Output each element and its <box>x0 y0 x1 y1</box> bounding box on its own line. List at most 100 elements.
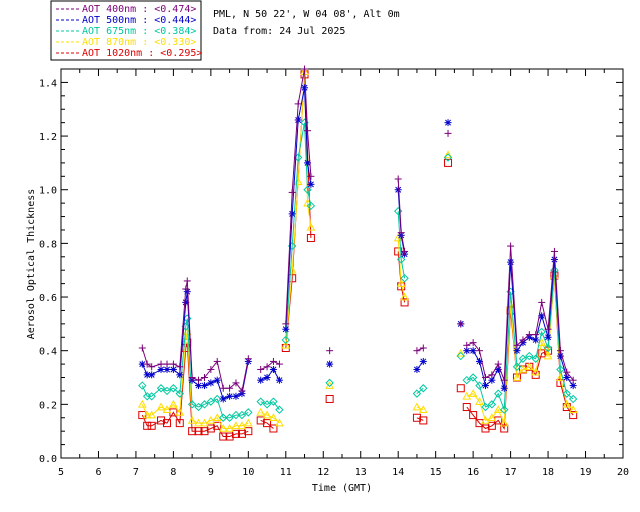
data-point <box>182 285 190 293</box>
data-point <box>563 368 571 376</box>
data-point <box>518 364 528 373</box>
x-tick-label: 7 <box>133 467 139 478</box>
data-point <box>469 339 477 347</box>
x-tick-label: 16 <box>467 467 479 478</box>
data-point <box>207 379 215 387</box>
data-point <box>269 413 278 422</box>
data-point <box>275 360 283 368</box>
data-point <box>444 129 452 137</box>
data-point <box>325 378 334 388</box>
data-point <box>219 384 227 392</box>
data-point <box>282 320 290 328</box>
data-point <box>481 374 489 382</box>
axis-ticks: 5 6 7 8 9 10 11 12 13 14 15 16 17 18 19 20 0.0 0.2 0.4 0.6 0… <box>39 68 629 478</box>
data-point <box>237 410 247 420</box>
series <box>138 118 578 422</box>
y-tick-label: 1.2 <box>39 132 57 143</box>
data-point <box>257 376 265 384</box>
series-line <box>260 368 280 381</box>
data-point <box>142 410 152 419</box>
data-point <box>157 416 166 425</box>
data-point <box>137 399 147 408</box>
data-point <box>481 402 490 412</box>
data-point <box>401 247 409 255</box>
data-point <box>143 421 152 430</box>
plot-frame <box>60 68 624 459</box>
x-tick-label: 13 <box>355 467 367 478</box>
data-point <box>463 341 471 349</box>
series-line <box>260 401 280 411</box>
data-point <box>481 424 490 433</box>
data-point <box>569 411 578 420</box>
data-point <box>219 413 228 422</box>
series-line <box>260 360 280 370</box>
data-point <box>568 394 578 404</box>
data-point <box>275 376 283 384</box>
data-point <box>169 399 178 408</box>
data-point <box>537 338 547 346</box>
series-line <box>285 71 312 346</box>
series-line <box>260 419 274 429</box>
data-point <box>444 158 453 167</box>
x-tick-label: 19 <box>580 467 592 478</box>
data-point <box>213 376 221 384</box>
x-tick-label: 8 <box>170 467 176 478</box>
legend-entry: AOT 500nm : <0.444> <box>82 15 196 26</box>
data-point <box>294 116 302 124</box>
data-point <box>262 400 272 409</box>
data-point <box>476 347 484 355</box>
data-point <box>487 400 497 409</box>
data-point <box>412 389 422 398</box>
data-point <box>213 394 222 404</box>
data-point <box>288 210 296 218</box>
data-point <box>507 242 515 250</box>
data-point <box>457 320 465 328</box>
data-point <box>307 180 315 188</box>
date-line: Data from: 24 Jul 2025 <box>213 26 345 37</box>
data-point <box>400 298 409 307</box>
data-point <box>556 347 564 355</box>
data-point <box>237 429 246 438</box>
data-point <box>512 372 522 381</box>
data-point <box>147 392 156 401</box>
data-point <box>225 423 234 432</box>
data-point <box>231 429 240 438</box>
data-point <box>306 222 316 231</box>
data-point <box>544 325 552 333</box>
data-point <box>456 351 465 361</box>
y-tick-label: 0.4 <box>39 347 57 358</box>
data-point <box>200 400 209 409</box>
data-point <box>488 371 496 379</box>
legend-entry: AOT 1020nm : <0.295> <box>82 48 202 59</box>
data-point <box>188 427 197 436</box>
data-point <box>207 365 215 373</box>
data-point <box>543 343 553 353</box>
data-point <box>187 400 197 409</box>
data-point <box>463 347 471 355</box>
data-point <box>487 413 497 422</box>
data-point <box>412 413 421 422</box>
data-point <box>213 357 221 365</box>
data-point <box>532 331 540 339</box>
data-point <box>568 405 578 414</box>
data-point <box>187 415 197 424</box>
data-point <box>231 410 241 420</box>
data-point <box>412 402 422 411</box>
data-point <box>481 382 489 390</box>
data-point <box>462 403 471 412</box>
data-point <box>175 407 185 416</box>
series-line <box>141 291 249 400</box>
x-axis-label: Time (GMT) <box>312 483 372 494</box>
data-point <box>475 397 484 405</box>
data-point <box>206 424 215 433</box>
data-point <box>475 381 484 390</box>
x-tick-label: 17 <box>505 467 517 478</box>
data-point <box>143 360 151 368</box>
data-point <box>507 258 515 266</box>
data-point <box>500 405 509 414</box>
data-point <box>232 392 240 400</box>
y-tick-label: 0.8 <box>39 239 57 250</box>
data-point <box>499 418 509 427</box>
data-point <box>469 411 478 420</box>
data-point <box>162 386 172 396</box>
